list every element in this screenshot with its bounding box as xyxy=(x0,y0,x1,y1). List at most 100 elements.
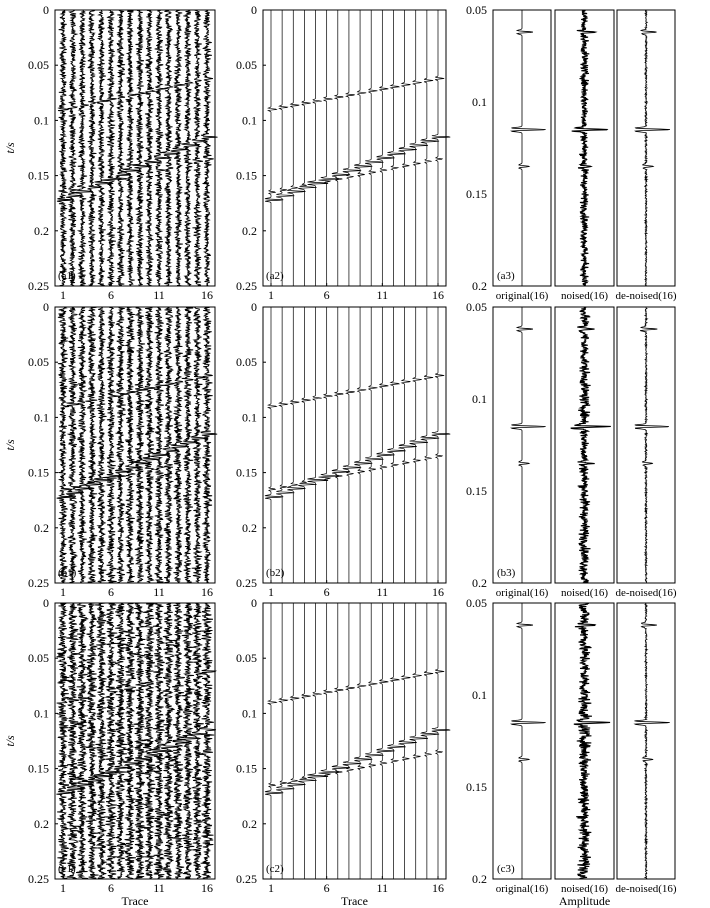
y-tick-label: 0 xyxy=(251,300,257,314)
y-tick-label: 0.2 xyxy=(242,224,257,238)
panel-row-a: 00.050.10.150.20.251 6 11 16(a1)00.050.10.1… xyxy=(3,3,677,302)
trace-wiggle-5 xyxy=(307,10,329,286)
trace-wiggle-6 xyxy=(318,603,339,879)
y-tick-label: 0.05 xyxy=(28,651,49,665)
trace-wiggle-9 xyxy=(354,10,373,286)
x-tick-label: 16 xyxy=(201,288,213,302)
y-tick-label: 0.2 xyxy=(242,521,257,535)
section-panel-c2: 00.050.10.150.20.251 6 11 16(c2)Trace xyxy=(236,596,451,908)
panel-label: (a3) xyxy=(497,270,515,282)
trace-wiggle-10 xyxy=(364,603,384,879)
trace-wiggle-9 xyxy=(131,306,151,584)
x-tick-label: 16 xyxy=(432,881,444,895)
x-tick-label: 1 xyxy=(60,288,66,302)
trace-wiggle-10 xyxy=(364,307,384,583)
y-tick-label: 0.1 xyxy=(34,706,49,720)
single-trace-wiggle xyxy=(634,9,671,287)
panel-frame xyxy=(262,602,447,880)
trace-wiggle-5 xyxy=(94,9,113,287)
trace-wiggle-11 xyxy=(153,9,170,287)
y-tick-label: 0.2 xyxy=(34,817,49,831)
trace-wiggle-3 xyxy=(75,602,95,880)
y-tick-label: 0.25 xyxy=(28,279,49,293)
x-tick-label: 11 xyxy=(153,288,165,302)
trace-wiggle-5 xyxy=(307,603,329,879)
y-tick-label: 0.2 xyxy=(472,279,487,293)
y-tick-label: 0.05 xyxy=(466,300,487,314)
trace-wiggle-9 xyxy=(354,603,373,879)
trace-wiggle-5 xyxy=(93,306,113,584)
trace-wiggle-9 xyxy=(354,307,373,583)
trace-wiggle-13 xyxy=(171,602,189,880)
trace-wiggle-15 xyxy=(419,10,440,286)
trace-wiggle-9 xyxy=(133,602,151,880)
trace-wiggle-4 xyxy=(298,603,317,879)
section-panel-c1: 00.050.10.150.20.251 6 11 16(c1)Trace xyxy=(28,596,217,908)
trace-wiggle-5 xyxy=(307,307,329,583)
x-tick-label: 11 xyxy=(377,585,389,599)
trace-wiggle-7 xyxy=(115,306,132,584)
y-tick-label: 0.15 xyxy=(28,762,49,776)
trace-wiggle-1 xyxy=(264,307,284,583)
y-tick-label: 0.15 xyxy=(28,169,49,183)
x-axis-label: Trace xyxy=(122,894,149,908)
trace-wiggle-16 xyxy=(431,307,451,583)
x-tick-label: 16 xyxy=(432,585,444,599)
panel-frame xyxy=(54,306,216,584)
x-axis-label: Amplitude xyxy=(559,894,610,908)
x-tick-label: 16 xyxy=(201,585,213,599)
y-axis-label: t/s xyxy=(3,142,17,154)
trace-wiggle-13 xyxy=(397,10,417,286)
trace-wiggle-13 xyxy=(170,9,189,287)
trace-wiggle-13 xyxy=(170,306,189,584)
panel-frame xyxy=(262,9,447,287)
y-tick-label: 0.1 xyxy=(472,688,487,702)
y-tick-label: 0.1 xyxy=(34,113,49,127)
trace-wiggle-14 xyxy=(179,306,199,584)
x-tick-label: 6 xyxy=(108,585,114,599)
panel-frame xyxy=(54,9,216,287)
trace-wiggle-11 xyxy=(376,307,395,583)
y-tick-label: 0.1 xyxy=(242,410,257,424)
trace-wiggle-15 xyxy=(419,307,440,583)
y-tick-label: 0.15 xyxy=(236,169,257,183)
single-trace-wiggle xyxy=(634,306,669,584)
y-tick-label: 0.15 xyxy=(466,780,487,794)
trace-wiggle-1 xyxy=(56,602,73,880)
single-trace-wiggle xyxy=(510,307,546,583)
x-tick-label: 11 xyxy=(377,881,389,895)
y-tick-label: 0 xyxy=(251,3,257,17)
x-axis-label: Trace xyxy=(341,894,368,908)
trace-wiggle-7 xyxy=(115,9,132,287)
trace-wiggle-16 xyxy=(200,306,218,584)
y-tick-label: 0.15 xyxy=(28,466,49,480)
x-tick-label: 6 xyxy=(108,881,114,895)
y-tick-label: 0.05 xyxy=(236,355,257,369)
trace-wiggle-15 xyxy=(419,603,440,879)
y-tick-label: 0.25 xyxy=(236,576,257,590)
panel-label: (b1) xyxy=(58,567,77,579)
y-tick-label: 0.05 xyxy=(236,651,257,665)
trace-wiggle-14 xyxy=(409,10,429,286)
y-tick-label: 0.1 xyxy=(242,113,257,127)
trace-wiggle-2 xyxy=(66,602,84,880)
y-axis-label: t/s xyxy=(3,439,17,451)
trace-wiggle-8 xyxy=(342,603,362,879)
x-tick-label: 1 xyxy=(268,585,274,599)
x-tick-label: 6 xyxy=(324,881,330,895)
trace-wiggle-2 xyxy=(276,307,295,583)
y-tick-label: 0.1 xyxy=(472,95,487,109)
trace-wiggle-16 xyxy=(200,9,218,287)
trace-wiggle-11 xyxy=(376,603,395,879)
trace-wiggle-1 xyxy=(56,9,74,287)
trace-wiggle-12 xyxy=(387,603,406,879)
x-tick-label: 11 xyxy=(377,288,389,302)
trace-wiggle-7 xyxy=(113,602,132,880)
y-tick-label: 0.2 xyxy=(472,872,487,886)
panel-label: (b3) xyxy=(497,567,516,579)
trace-wiggle-2 xyxy=(65,306,84,584)
y-tick-label: 0.05 xyxy=(28,58,49,72)
panel-row-b: 00.050.10.150.20.251 6 11 16(b1)00.050.10.1… xyxy=(3,300,677,599)
trace-wiggle-12 xyxy=(160,9,179,287)
